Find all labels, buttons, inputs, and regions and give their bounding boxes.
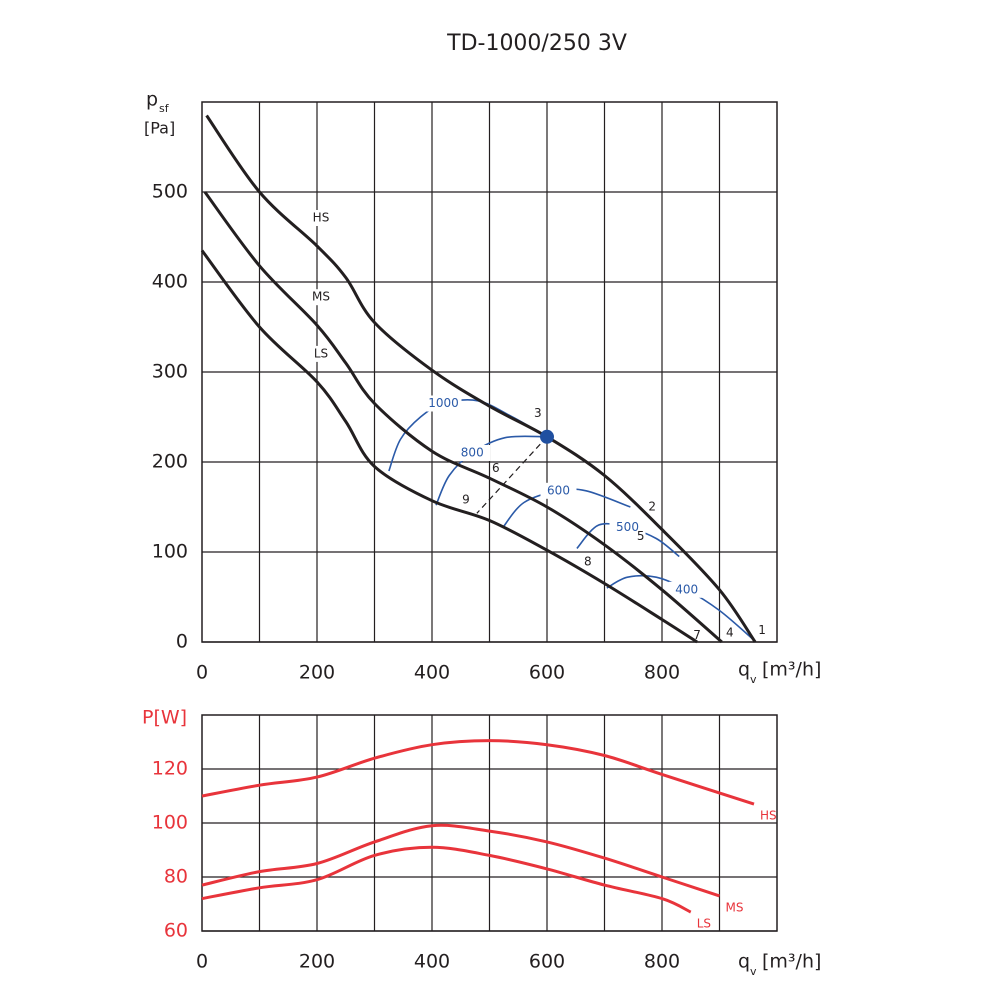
point-label: 3 — [534, 406, 542, 420]
point-label: 5 — [637, 529, 645, 543]
curve-label-bg — [305, 210, 329, 226]
curve — [200, 249, 698, 644]
guide-line — [476, 436, 548, 514]
x-tick-label: 0 — [196, 662, 208, 684]
point-label: 4 — [726, 626, 734, 640]
iso-label: 600 — [547, 483, 570, 497]
x-tick-label: 400 — [414, 951, 450, 973]
curve — [205, 114, 757, 643]
y-tick-label: 100 — [152, 541, 188, 563]
y-axis-label: P[W] — [142, 707, 187, 729]
curve-label: MS — [726, 900, 744, 914]
chart-title: TD-1000/250 3V — [446, 31, 627, 56]
x-tick-label: 800 — [644, 951, 680, 973]
iso-label: 1000 — [428, 396, 459, 410]
curve — [203, 191, 723, 644]
iso-label: 500 — [616, 520, 639, 534]
y-axis-label-sub: sf — [159, 102, 170, 115]
x-axis-label-sub: v — [750, 673, 757, 686]
curve — [201, 823, 720, 898]
iso-label: 800 — [461, 446, 484, 460]
x-axis-unit: [m³/h] — [762, 659, 821, 681]
iso-label: 400 — [675, 582, 698, 596]
y-tick-label: 200 — [152, 451, 188, 473]
x-axis-label-sub: v — [750, 965, 757, 978]
curve-label-bg — [305, 289, 329, 306]
iso-label-bg — [540, 482, 577, 499]
y-tick-label: 0 — [176, 631, 188, 653]
curve-label: HS — [760, 809, 777, 823]
y-tick-label: 60 — [164, 920, 188, 942]
point-label: 1 — [758, 623, 766, 637]
iso-label-bg — [425, 395, 462, 412]
operating-point — [540, 429, 554, 444]
curve-label: LS — [314, 346, 328, 360]
curve — [201, 845, 692, 914]
curve-label: LS — [697, 917, 711, 931]
point-label: 8 — [584, 554, 592, 568]
x-tick-label: 600 — [529, 951, 565, 973]
x-tick-label: 600 — [529, 662, 565, 684]
curve — [201, 739, 755, 806]
x-tick-label: 200 — [299, 951, 335, 973]
y-tick-label: 400 — [152, 271, 188, 293]
x-axis-label: q — [738, 951, 750, 973]
x-tick-label: 800 — [644, 662, 680, 684]
y-tick-label: 500 — [152, 181, 188, 203]
point-label: 2 — [648, 500, 656, 514]
curve-label: HS — [313, 211, 330, 225]
y-tick-label: 80 — [164, 866, 188, 888]
y-tick-label: 300 — [152, 361, 188, 383]
point-label: 7 — [693, 628, 701, 642]
iso-label-bg — [454, 445, 491, 461]
point-label: 9 — [462, 492, 470, 506]
x-tick-label: 0 — [196, 951, 208, 973]
y-axis-unit: [Pa] — [144, 119, 175, 138]
y-tick-label: 120 — [152, 758, 188, 780]
iso-label-bg — [668, 581, 705, 598]
point-label: 6 — [492, 461, 500, 475]
y-axis-label: p — [146, 89, 158, 111]
y-tick-label: 100 — [152, 812, 188, 834]
curve-label: MS — [312, 290, 330, 304]
x-tick-label: 400 — [414, 662, 450, 684]
iso-label-bg — [609, 519, 646, 536]
x-axis-unit: [m³/h] — [762, 951, 821, 973]
curve-label-bg — [305, 345, 329, 362]
x-axis-label: q — [738, 659, 750, 681]
x-tick-label: 200 — [299, 662, 335, 684]
